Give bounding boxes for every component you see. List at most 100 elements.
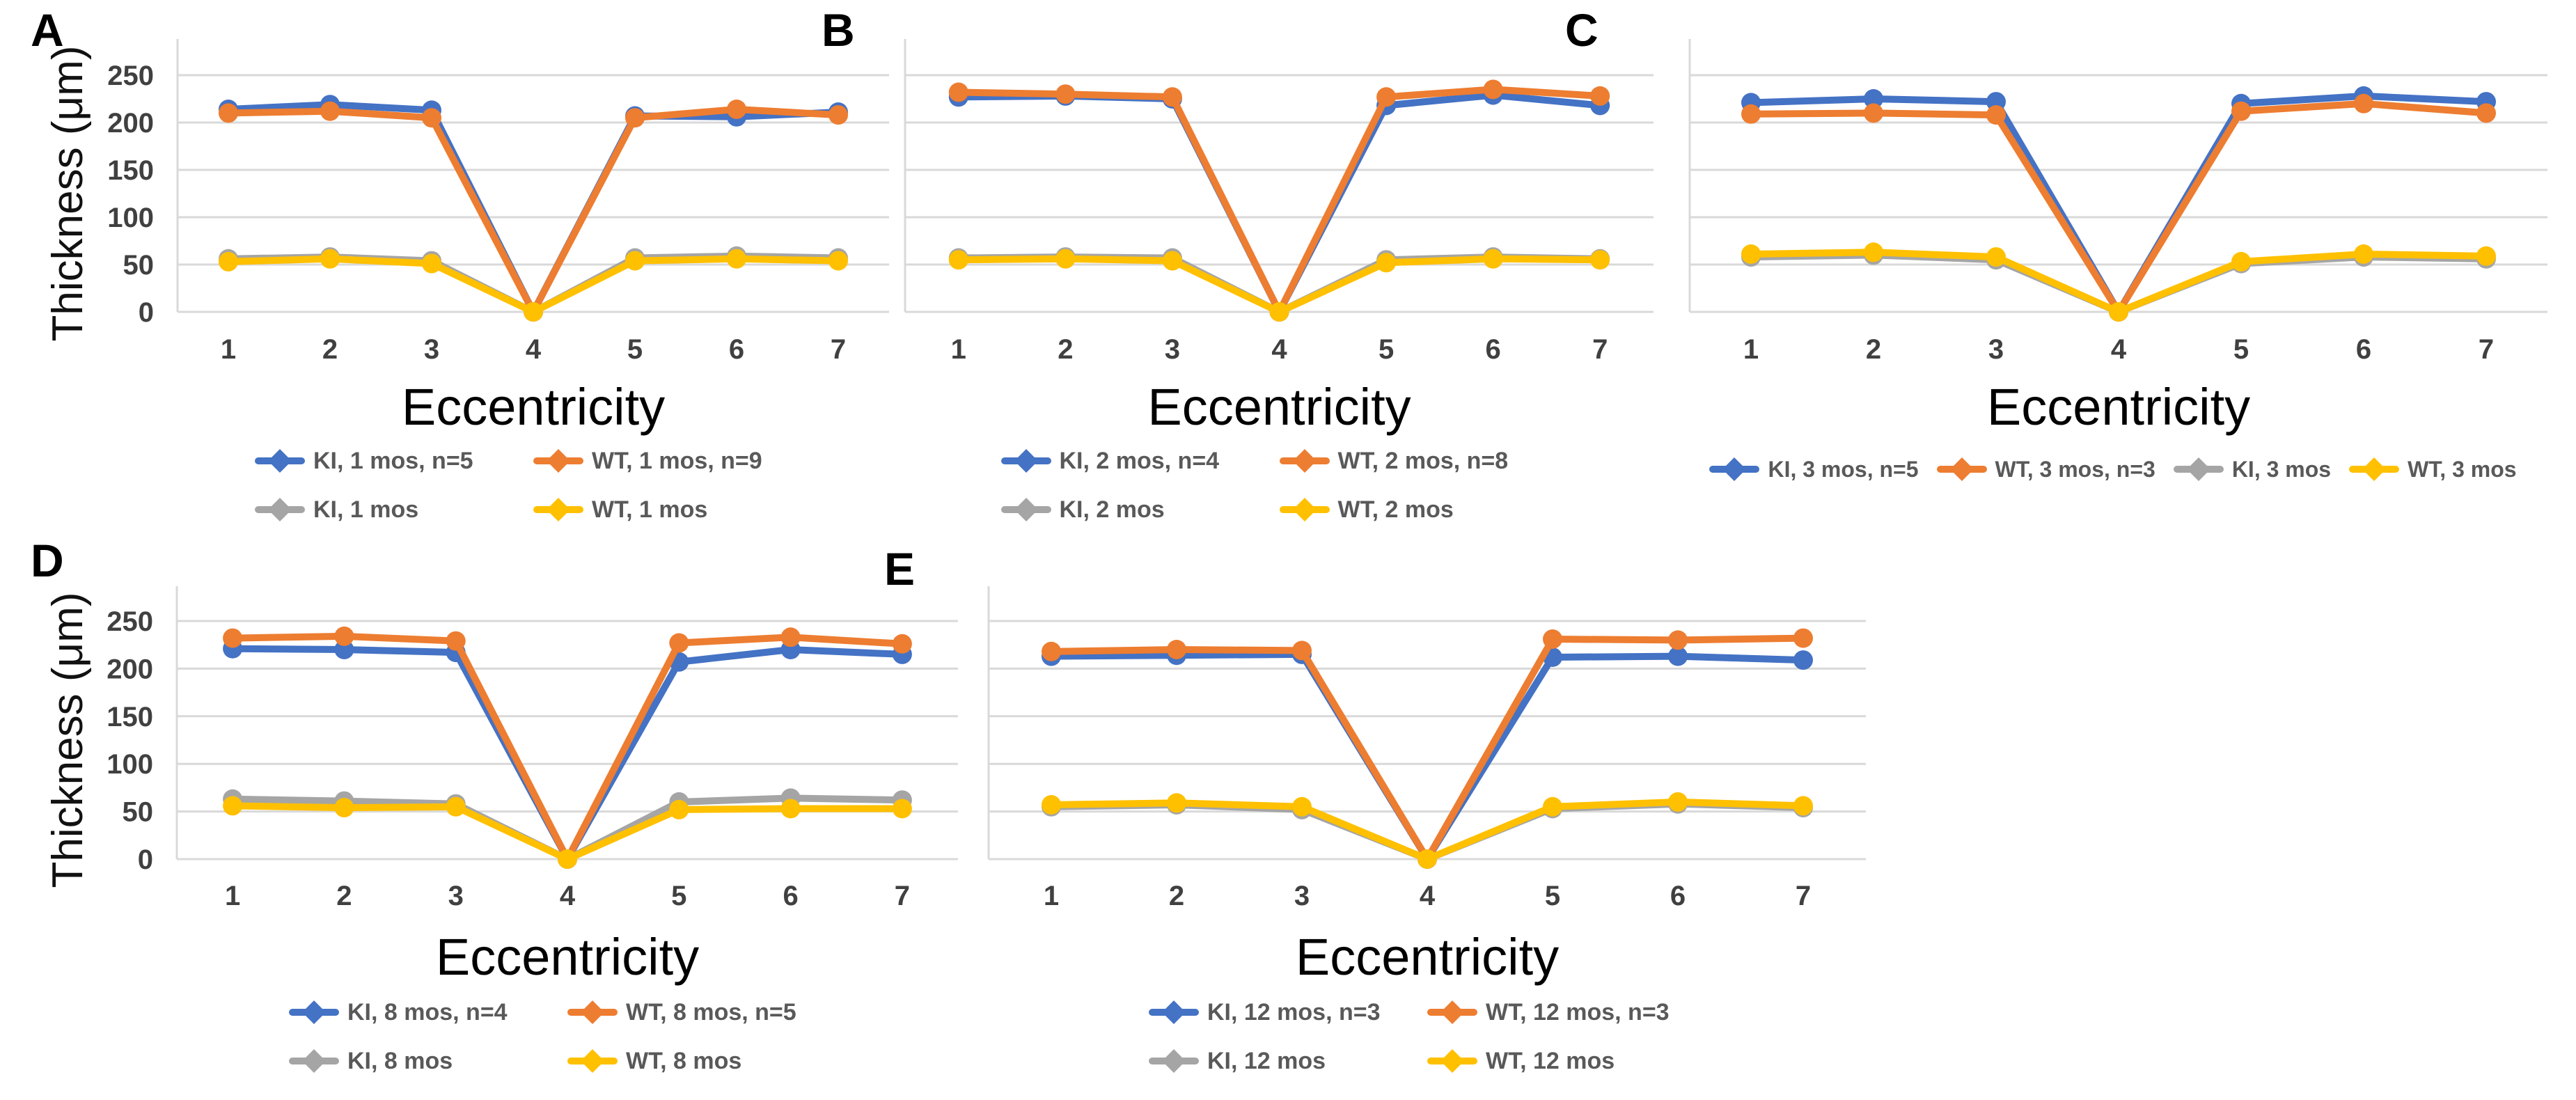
x-tick-label: 4 bbox=[1271, 334, 1287, 365]
data-point bbox=[1668, 792, 1688, 812]
data-point bbox=[422, 253, 441, 274]
y-tick-label: 250 bbox=[107, 61, 154, 91]
y-tick-label: 200 bbox=[107, 654, 153, 684]
x-axis-title: Eccentricity bbox=[1987, 378, 2250, 436]
data-point bbox=[2231, 251, 2251, 272]
data-point bbox=[1864, 103, 1883, 123]
legend-label: WT, 12 mos, n=3 bbox=[1486, 998, 1670, 1026]
x-tick-label: 4 bbox=[526, 334, 542, 365]
data-point bbox=[1162, 251, 1182, 271]
legend-line-diamond-icon bbox=[1427, 1049, 1477, 1073]
x-tick-label: 5 bbox=[1379, 334, 1394, 365]
legend-label: KI, 2 mos, n=4 bbox=[1059, 447, 1220, 474]
legend-line-diamond-icon bbox=[1709, 457, 1760, 481]
y-tick-label: 50 bbox=[123, 797, 154, 828]
x-tick-label: 3 bbox=[1988, 334, 2004, 365]
legend-label: KI, 2 mos bbox=[1059, 496, 1165, 523]
panel-b-chart: 1 2 3 4 5 6 7 Eccentricity bbox=[904, 39, 1654, 436]
legend-panel-d: KI, 8 mos, n=4 WT, 8 mos, n=5 KI, 8 mos WT,… bbox=[177, 997, 958, 1076]
data-point bbox=[727, 249, 746, 269]
x-tick-label: 5 bbox=[2233, 334, 2249, 365]
legend-line-diamond-icon bbox=[567, 1000, 618, 1024]
data-point bbox=[1269, 302, 1289, 322]
data-point bbox=[524, 302, 543, 322]
legend-line-diamond-icon bbox=[1936, 457, 1987, 481]
legend-item: WT, 3 mos, n=3 bbox=[1936, 454, 2155, 485]
data-point bbox=[948, 82, 968, 102]
legend-label: KI, 1 mos, n=5 bbox=[313, 447, 473, 474]
data-point bbox=[892, 634, 912, 654]
legend-row: KI, 8 mos, n=4 WT, 8 mos, n=5 bbox=[289, 997, 846, 1028]
data-point bbox=[422, 108, 441, 128]
legend-row: KI, 1 mos WT, 1 mos bbox=[255, 494, 812, 525]
data-point bbox=[1167, 640, 1186, 659]
x-tick-label: 1 bbox=[221, 334, 236, 365]
legend-label: KI, 12 mos, n=3 bbox=[1207, 998, 1381, 1026]
legend-label: WT, 12 mos bbox=[1486, 1047, 1615, 1074]
x-tick-label: 5 bbox=[1545, 881, 1560, 911]
legend-row: KI, 1 mos, n=5 WT, 1 mos, n=9 bbox=[255, 446, 812, 476]
legend-label: KI, 3 mos bbox=[2231, 456, 2332, 482]
data-point bbox=[2354, 93, 2373, 113]
data-point bbox=[1793, 796, 1813, 816]
legend-line-diamond-icon bbox=[533, 449, 583, 473]
x-tick-label: 2 bbox=[1866, 334, 1881, 365]
legend-item: WT, 8 mos, n=5 bbox=[567, 997, 846, 1028]
legend-line-diamond-icon bbox=[567, 1049, 618, 1073]
legend-label: WT, 2 mos bbox=[1337, 496, 1454, 523]
x-tick-label: 3 bbox=[1294, 881, 1310, 911]
data-point bbox=[320, 101, 340, 121]
series-line-1 bbox=[1748, 100, 2490, 315]
data-point bbox=[1483, 249, 1503, 269]
legend-item: KI, 1 mos, n=5 bbox=[255, 446, 533, 476]
data-point bbox=[2476, 103, 2496, 123]
data-point bbox=[219, 103, 238, 123]
x-tick-label: 2 bbox=[336, 881, 352, 911]
legend-line-diamond-icon bbox=[1149, 1000, 1199, 1024]
legend-line-diamond-icon bbox=[2173, 457, 2224, 481]
panel-a-chart: 0 50 100 150 200 250 Thickness (μm) 1 2 3 4 5 6 7 Ecce… bbox=[44, 39, 889, 436]
panel-e-chart: 1 2 3 4 5 6 7 Eccentricity bbox=[987, 586, 1866, 986]
legend-label: WT, 2 mos, n=8 bbox=[1337, 447, 1509, 474]
data-point bbox=[320, 249, 340, 269]
y-tick-label: 0 bbox=[139, 297, 154, 328]
data-point bbox=[1986, 105, 2006, 125]
panel-label-e: E bbox=[884, 543, 916, 595]
y-tick-label: 250 bbox=[107, 606, 153, 637]
data-point bbox=[2476, 246, 2496, 266]
legend-item: KI, 8 mos bbox=[289, 1046, 567, 1076]
series-line-1 bbox=[225, 106, 842, 315]
legend-line-diamond-icon bbox=[255, 498, 305, 521]
data-point bbox=[2354, 244, 2373, 264]
legend-label: WT, 1 mos bbox=[592, 496, 708, 523]
data-point bbox=[558, 849, 577, 869]
data-point bbox=[1590, 250, 1610, 270]
legend-label: KI, 8 mos bbox=[347, 1047, 453, 1074]
x-tick-label: 6 bbox=[729, 334, 744, 365]
y-tick-label: 100 bbox=[107, 749, 153, 780]
series-line-0 bbox=[225, 101, 842, 315]
y-axis-title: Thickness (μm) bbox=[44, 46, 92, 342]
legend-item: KI, 2 mos bbox=[1000, 494, 1280, 525]
x-tick-label: 6 bbox=[1486, 334, 1501, 365]
panel-label-c: C bbox=[1565, 4, 1599, 56]
legend-label: KI, 3 mos, n=5 bbox=[1768, 456, 1919, 482]
panel-label-b: B bbox=[822, 4, 855, 56]
data-point bbox=[669, 633, 689, 653]
x-tick-label: 6 bbox=[1670, 881, 1686, 911]
x-tick-label: 3 bbox=[424, 334, 439, 365]
data-point bbox=[1162, 87, 1182, 107]
data-point bbox=[1793, 650, 1813, 670]
series-line-1 bbox=[1048, 634, 1807, 863]
data-point bbox=[780, 799, 801, 819]
y-tick-label: 50 bbox=[123, 250, 155, 281]
legend-label: WT, 3 mos bbox=[2408, 456, 2517, 482]
data-point bbox=[1543, 796, 1562, 817]
panel-c-chart: 1 2 3 4 5 6 7 Eccentricity bbox=[1688, 39, 2547, 436]
legend-line-diamond-icon bbox=[1000, 449, 1051, 473]
legend-line-diamond-icon bbox=[255, 449, 305, 473]
data-point bbox=[1376, 253, 1397, 273]
data-point bbox=[1292, 796, 1312, 817]
legend-panel-c: KI, 3 mos, n=5 WT, 3 mos, n=3 KI, 3 mos WT,… bbox=[1650, 454, 2576, 485]
